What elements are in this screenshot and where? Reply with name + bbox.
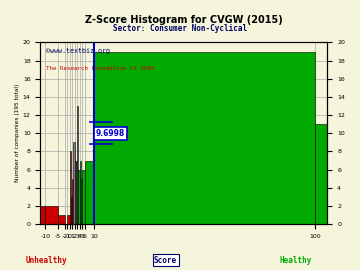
Y-axis label: Number of companies (195 total): Number of companies (195 total)	[15, 84, 20, 183]
Bar	[85, 160, 94, 224]
Bar	[71, 197, 72, 224]
Text: The Research Foundation of SUNY: The Research Foundation of SUNY	[46, 66, 154, 71]
Bar	[81, 179, 82, 224]
Title: Z-Score Histogram for CVGW (2015): Z-Score Histogram for CVGW (2015)	[85, 15, 283, 25]
Bar	[73, 142, 75, 224]
Text: Healthy: Healthy	[279, 256, 311, 265]
Bar	[67, 215, 70, 224]
Bar	[75, 160, 76, 224]
Text: Sector: Consumer Non-Cyclical: Sector: Consumer Non-Cyclical	[113, 24, 247, 33]
Bar	[315, 124, 327, 224]
Bar	[45, 206, 58, 224]
Text: ©www.textbiz.org: ©www.textbiz.org	[46, 48, 110, 54]
Bar	[94, 52, 315, 224]
Bar	[77, 106, 78, 224]
Bar	[80, 160, 81, 224]
Text: Score: Score	[154, 256, 177, 265]
Bar	[40, 206, 45, 224]
Text: Unhealthy: Unhealthy	[26, 256, 68, 265]
Bar	[78, 170, 80, 224]
Bar	[70, 151, 71, 224]
Bar	[58, 215, 65, 224]
Bar	[82, 170, 85, 224]
Bar	[76, 160, 77, 224]
Text: 9.6998: 9.6998	[96, 129, 125, 138]
Bar	[72, 179, 73, 224]
